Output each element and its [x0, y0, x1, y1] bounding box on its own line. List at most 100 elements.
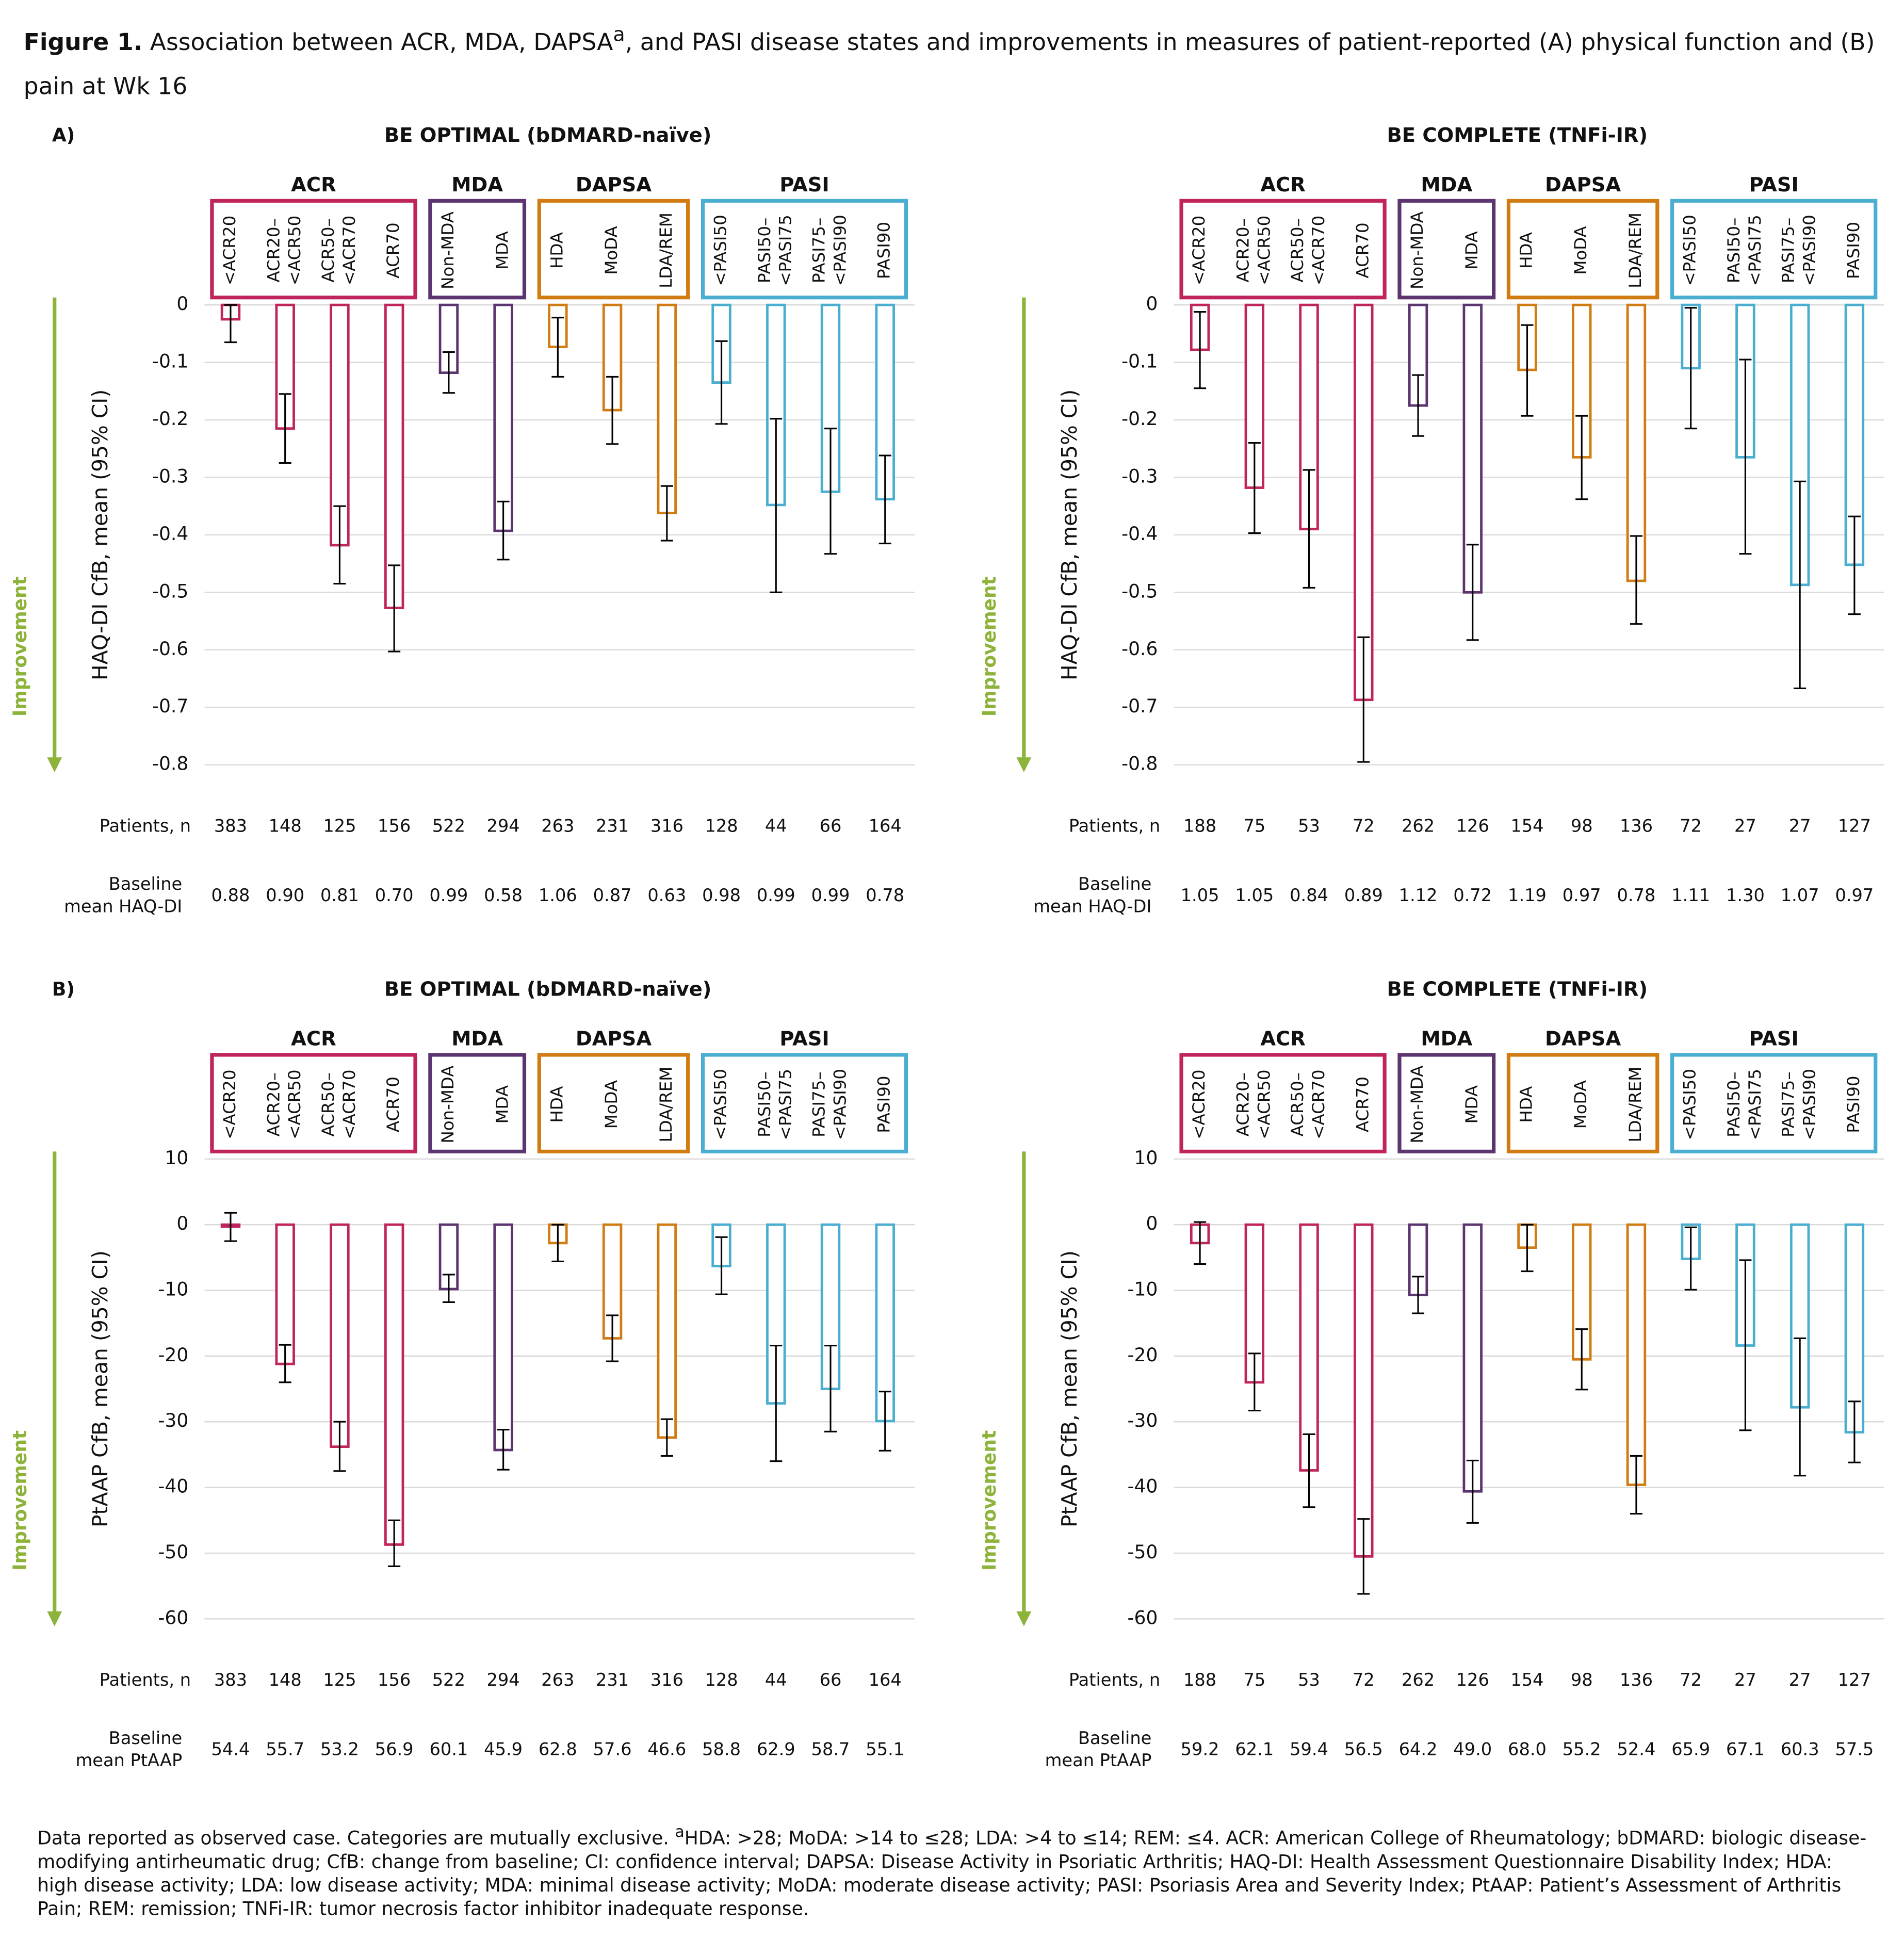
y-tick-label: -0.6: [152, 639, 188, 660]
y-tick-label: -0.3: [152, 466, 188, 487]
patients-value: 127: [1838, 1670, 1871, 1690]
error-bar: [1303, 469, 1315, 589]
baseline-value: 54.4: [211, 1739, 250, 1759]
patients-value: 156: [378, 816, 411, 836]
row-label: mean PtAAP: [76, 1750, 183, 1770]
category-label: <ACR70: [339, 216, 359, 285]
baseline-value: 46.6: [647, 1739, 686, 1759]
y-tick-label: 0: [176, 1213, 188, 1234]
baseline-value: 1.05: [1235, 885, 1274, 905]
baseline-value: 0.58: [484, 885, 523, 905]
error-bar: [1739, 359, 1752, 555]
patients-value: 72: [1353, 1670, 1375, 1690]
chart-title: BE OPTIMAL (bDMARD-naïve): [384, 124, 712, 147]
error-bar: [606, 376, 619, 445]
y-tick-label: -0.2: [152, 409, 188, 430]
group-label: MDA: [451, 173, 503, 197]
group-label: PASI: [779, 1028, 829, 1051]
group-box: [701, 1053, 908, 1153]
error-bar: [1466, 1459, 1479, 1524]
category-label: <ACR70: [339, 1069, 359, 1139]
category-label: PASI50–: [755, 218, 774, 283]
category-label: LDA/REM: [656, 1067, 676, 1143]
y-tick-label: -50: [1128, 1542, 1158, 1563]
bar: [493, 303, 513, 532]
patients-value: 188: [1183, 816, 1216, 836]
patients-value: 128: [705, 1670, 738, 1690]
baseline-value: 62.1: [1235, 1739, 1274, 1759]
category-label: <PASI50: [711, 1069, 730, 1140]
category-label: MDA: [1462, 1085, 1482, 1124]
error-bar: [551, 317, 564, 378]
error-bar: [279, 1344, 291, 1383]
category-label: <ACR20: [1189, 216, 1209, 285]
category-label: <PASI90: [830, 215, 850, 286]
category-label: <PASI75: [1745, 1069, 1765, 1140]
category-label: ACR50–: [318, 1072, 338, 1136]
error-bar: [1357, 1518, 1370, 1595]
error-bar: [824, 1344, 837, 1432]
baseline-value: 53.2: [320, 1739, 359, 1759]
superscript: a: [675, 1822, 685, 1841]
category-label: <PASI90: [1800, 215, 1819, 286]
patients-value: 75: [1243, 816, 1265, 836]
baseline-value: 0.70: [375, 885, 414, 905]
category-label: MDA: [493, 1085, 512, 1124]
category-label: ACR70: [1353, 222, 1372, 278]
error-bar: [551, 1224, 564, 1263]
improvement-label: Improvement: [979, 1430, 1000, 1571]
category-label: ACR50–: [1288, 1072, 1307, 1136]
category-label: <PASI75: [776, 1069, 795, 1140]
bar: [1626, 1223, 1647, 1486]
bar: [1844, 1223, 1865, 1434]
category-label: MoDA: [601, 1080, 621, 1129]
category-label: PASI75–: [1779, 1071, 1798, 1137]
error-bar: [442, 351, 455, 394]
y-tick-label: 0: [1146, 294, 1158, 315]
category-label: PASI90: [1844, 1076, 1863, 1133]
error-bar: [1248, 442, 1261, 534]
bar: [1354, 1223, 1374, 1558]
y-tick-label: -0.3: [1121, 466, 1158, 487]
bar: [657, 303, 677, 514]
category-label: <ACR70: [1309, 1069, 1328, 1139]
group-box: [701, 199, 908, 300]
group-label: DAPSA: [576, 173, 652, 197]
arrow-head: [1016, 1611, 1032, 1626]
patients-value: 66: [820, 1670, 842, 1690]
error-bar: [1739, 1259, 1752, 1431]
error-bar: [878, 1391, 891, 1452]
patients-value: 53: [1298, 816, 1320, 836]
patients-value: 75: [1243, 1670, 1265, 1690]
bar: [330, 1223, 350, 1448]
category-label: HDA: [1516, 232, 1536, 269]
bar: [384, 303, 404, 609]
y-tick-label: -30: [1128, 1410, 1158, 1431]
patients-value: 27: [1734, 1670, 1756, 1690]
y-tick-label: -0.8: [152, 754, 188, 775]
baseline-value: 68.0: [1508, 1739, 1547, 1759]
bar: [657, 1223, 677, 1439]
category-label: MDA: [1462, 231, 1482, 270]
error-bar: [770, 1344, 783, 1462]
group-box: [537, 199, 690, 300]
y-tick-label: -0.8: [1121, 754, 1158, 775]
patients-value: 53: [1298, 1670, 1320, 1690]
error-bar: [606, 1314, 619, 1362]
category-label: PASI50–: [1724, 1071, 1744, 1137]
category-label: LDA/REM: [656, 213, 676, 288]
y-tick-label: -0.6: [1121, 639, 1158, 660]
row-label: mean HAQ-DI: [1033, 896, 1151, 916]
row-label: Patients, n: [100, 1670, 191, 1690]
bar: [384, 1223, 404, 1546]
y-tick-label: -10: [1128, 1279, 1158, 1300]
y-tick-label: -40: [158, 1476, 188, 1497]
category-label: <PASI90: [1800, 1069, 1819, 1140]
category-label: MoDA: [1571, 226, 1590, 274]
figure-title: Figure 1. Association between ACR, MDA, …: [24, 12, 1883, 109]
baseline-value: 0.88: [211, 885, 250, 905]
error-bar: [333, 1421, 346, 1472]
category-label: <PASI50: [1680, 1069, 1700, 1140]
